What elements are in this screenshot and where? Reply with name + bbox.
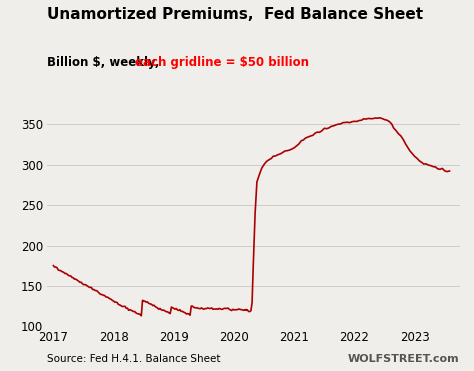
Text: each gridline = $50 billion: each gridline = $50 billion xyxy=(135,56,309,69)
Text: Unamortized Premiums,  Fed Balance Sheet: Unamortized Premiums, Fed Balance Sheet xyxy=(47,7,424,22)
Text: Source: Fed H.4.1. Balance Sheet: Source: Fed H.4.1. Balance Sheet xyxy=(47,354,221,364)
Text: WOLFSTREET.com: WOLFSTREET.com xyxy=(348,354,460,364)
Text: Billion $, weekly,: Billion $, weekly, xyxy=(47,56,164,69)
